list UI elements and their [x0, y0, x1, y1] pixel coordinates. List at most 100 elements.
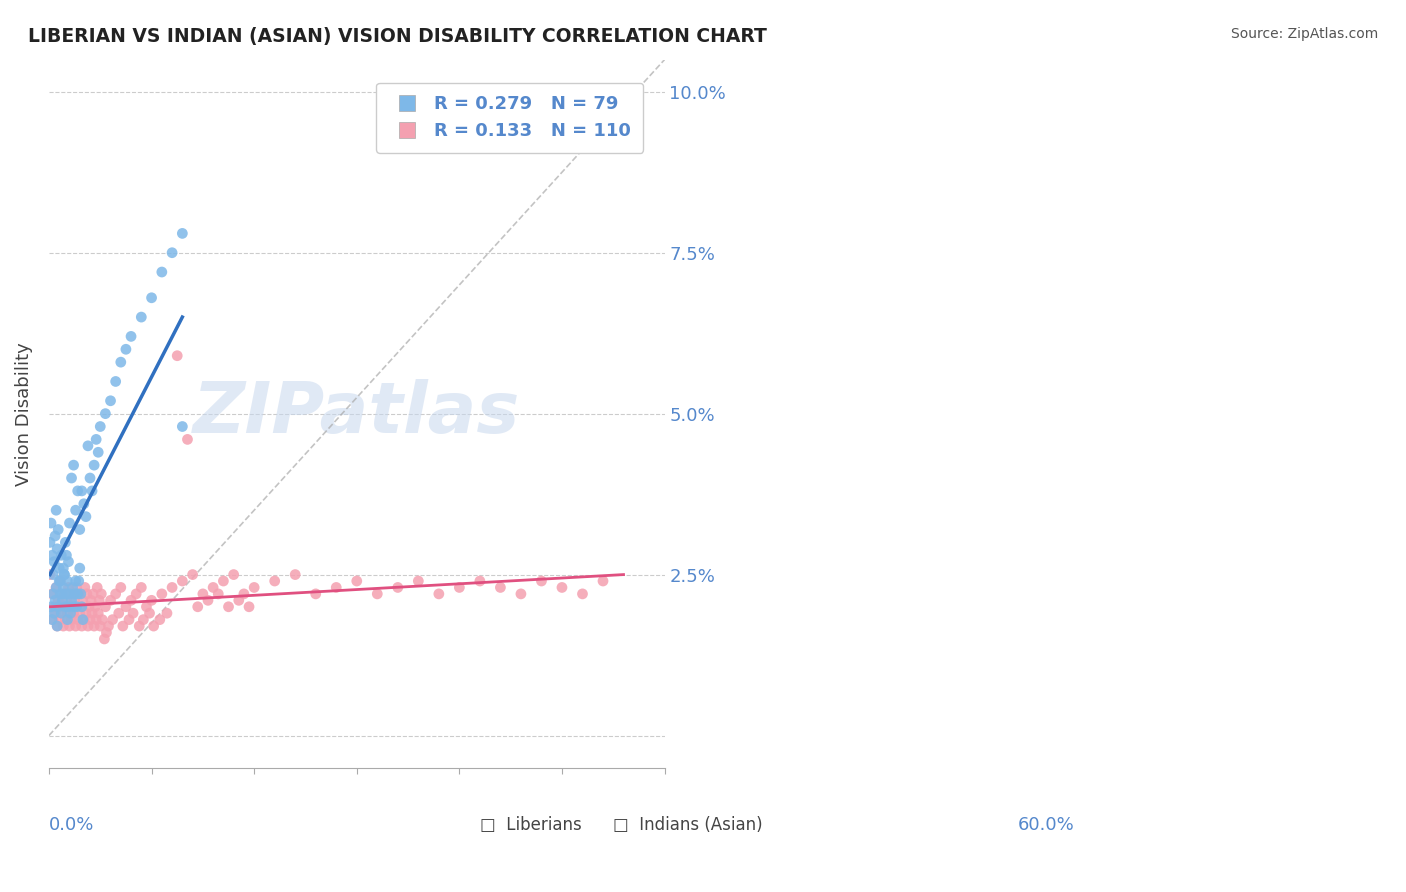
- Point: [222, 567, 245, 582]
- Point: [45, 581, 67, 595]
- Point: [65, 619, 87, 633]
- Point: [55, 613, 77, 627]
- Point: [65, 503, 87, 517]
- Point: [48, 561, 70, 575]
- Point: [79, 613, 101, 627]
- Point: [42, 555, 65, 569]
- Point: [59, 599, 82, 614]
- Point: [263, 574, 285, 588]
- Point: [60, 613, 83, 627]
- Point: [284, 567, 307, 582]
- Point: [77, 439, 100, 453]
- Point: [115, 599, 138, 614]
- Legend: R = 0.279   N = 79, R = 0.133   N = 110: R = 0.279 N = 79, R = 0.133 N = 110: [375, 83, 643, 153]
- Point: [228, 593, 250, 607]
- Point: [42, 599, 65, 614]
- Point: [149, 613, 172, 627]
- Point: [55, 593, 77, 607]
- Point: [55, 599, 77, 614]
- Point: [51, 606, 73, 620]
- Point: [131, 581, 153, 595]
- Point: [207, 587, 229, 601]
- Point: [67, 574, 90, 588]
- Point: [120, 329, 142, 343]
- Point: [111, 619, 134, 633]
- Point: [96, 625, 118, 640]
- Point: [87, 445, 110, 459]
- Point: [305, 587, 328, 601]
- Point: [141, 291, 163, 305]
- Point: [70, 619, 93, 633]
- Point: [70, 599, 93, 614]
- Point: [530, 574, 553, 588]
- Point: [59, 606, 82, 620]
- Point: [53, 567, 76, 582]
- Point: [48, 613, 70, 627]
- Point: [66, 483, 89, 498]
- Point: [94, 599, 117, 614]
- Point: [115, 343, 138, 357]
- Point: [39, 516, 62, 530]
- Point: [84, 599, 107, 614]
- Point: [238, 599, 260, 614]
- Point: [49, 587, 72, 601]
- Point: [51, 606, 73, 620]
- Point: [63, 587, 86, 601]
- Point: [45, 581, 67, 595]
- Point: [66, 613, 89, 627]
- Point: [69, 587, 91, 601]
- Text: □  Indians (Asian): □ Indians (Asian): [613, 816, 763, 834]
- Point: [73, 497, 96, 511]
- Point: [77, 599, 100, 614]
- Point: [187, 599, 209, 614]
- Point: [70, 483, 93, 498]
- Point: [51, 548, 73, 562]
- Point: [408, 574, 430, 588]
- Y-axis label: Vision Disability: Vision Disability: [15, 342, 32, 485]
- Point: [69, 523, 91, 537]
- Point: [55, 535, 77, 549]
- Point: [46, 619, 69, 633]
- Point: [46, 523, 69, 537]
- Point: [44, 593, 66, 607]
- Point: [94, 407, 117, 421]
- Point: [58, 599, 80, 614]
- Point: [39, 567, 62, 582]
- Point: [45, 503, 67, 517]
- Point: [55, 587, 77, 601]
- Point: [87, 606, 110, 620]
- Point: [65, 574, 87, 588]
- Point: [77, 619, 100, 633]
- Point: [218, 599, 240, 614]
- Point: [67, 587, 90, 601]
- Point: [89, 419, 111, 434]
- Point: [58, 516, 80, 530]
- Point: [160, 581, 183, 595]
- Point: [63, 593, 86, 607]
- Point: [73, 581, 96, 595]
- Point: [510, 587, 533, 601]
- Point: [41, 587, 63, 601]
- Point: [468, 574, 491, 588]
- Point: [172, 574, 194, 588]
- Point: [76, 587, 98, 601]
- Point: [41, 613, 63, 627]
- Point: [42, 606, 65, 620]
- Point: [82, 587, 104, 601]
- Point: [212, 574, 235, 588]
- Point: [387, 581, 409, 595]
- Point: [449, 581, 471, 595]
- Point: [571, 587, 593, 601]
- Point: [58, 619, 80, 633]
- Point: [58, 587, 80, 601]
- Point: [125, 587, 148, 601]
- Point: [46, 593, 69, 607]
- Point: [197, 593, 219, 607]
- Point: [366, 587, 388, 601]
- Point: [128, 619, 150, 633]
- Point: [89, 593, 111, 607]
- Point: [58, 555, 80, 569]
- Point: [73, 613, 96, 627]
- Point: [132, 613, 155, 627]
- Point: [80, 606, 103, 620]
